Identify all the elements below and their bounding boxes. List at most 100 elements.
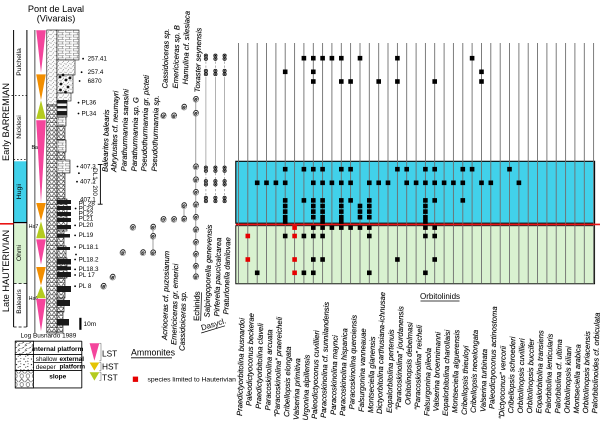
svg-text:Dictyorbitolina carthusiana-ic: Dictyorbitolina carthusiana-ichnusae xyxy=(375,292,387,414)
svg-text:Valserina primitiva: Valserina primitiva xyxy=(292,358,303,420)
svg-text:Salpingoporella genevensis: Salpingoporella genevensis xyxy=(203,224,214,317)
svg-text:407.1: 407.1 xyxy=(80,196,96,203)
svg-text:Paleodictyoconus cuvillieri: Paleodictyoconus cuvillieri xyxy=(310,330,321,419)
svg-text:257.4: 257.4 xyxy=(88,69,104,76)
svg-text:Praedictyorbitolina claveli: Praedictyorbitolina claveli xyxy=(254,323,265,409)
svg-text:Log Busnardo 1989: Log Busnardo 1989 xyxy=(21,333,77,340)
svg-text:Orbitolinids: Orbitolinids xyxy=(420,292,460,301)
svg-text:Praturlonella danilovae: Praturlonella danilovae xyxy=(221,237,232,314)
svg-text:Orbitolinopsis buccifer: Orbitolinopsis buccifer xyxy=(525,338,536,413)
svg-text:“Paracoskinolina” reicheli: “Paracoskinolina” reicheli xyxy=(413,325,424,410)
svg-text:Ohmi: Ohmi xyxy=(16,244,23,261)
svg-text:Ba1: Ba1 xyxy=(32,145,41,151)
svg-text:Abrytusites cf. neumayri: Abrytusites cf. neumayri xyxy=(109,91,120,174)
svg-text:Praedictyorbitolina busnardoi: Praedictyorbitolina busnardoi xyxy=(235,318,247,416)
svg-text:LST: LST xyxy=(102,349,117,359)
svg-text:shallow: shallow xyxy=(36,356,58,363)
svg-text:(Vivarais): (Vivarais) xyxy=(37,14,76,24)
svg-text:Ammonites: Ammonites xyxy=(131,348,176,358)
svg-text:PL20: PL20 xyxy=(79,222,94,229)
svg-text:Valserina turbinata: Valserina turbinata xyxy=(479,349,490,412)
svg-text:PL18.1: PL18.1 xyxy=(79,244,99,251)
svg-text:10m: 10m xyxy=(84,321,97,328)
svg-text:Cribellopsis neoelongata: Cribellopsis neoelongata xyxy=(469,330,480,413)
svg-text:Pirferella paucicalcarea: Pirferella paucicalcarea xyxy=(212,237,223,316)
svg-text:Paracoskinolina maynci: Paracoskinolina maynci xyxy=(329,335,340,415)
svg-text:Palorbitolina cf. ultima: Palorbitolina cf. ultima xyxy=(553,339,564,414)
svg-text:Pont de Laval: Pont de Laval xyxy=(28,4,84,14)
svg-text:Pseudothurmannia sp.: Pseudothurmannia sp. xyxy=(150,95,161,171)
svg-text:Orbitolinopsis briacensis: Orbitolinopsis briacensis xyxy=(581,331,592,414)
svg-text:Paracoskinolina hispanica: Paracoskinolina hispanica xyxy=(338,328,349,416)
svg-text:deeper: deeper xyxy=(36,364,57,371)
svg-text:internal platform: internal platform xyxy=(32,346,84,353)
svg-text:Emericiceras gr. emerici: Emericiceras gr. emerici xyxy=(169,263,180,345)
svg-text:Montseciella alguerensis: Montseciella alguerensis xyxy=(450,329,461,413)
svg-text:Orbitolinopsis kiliani: Orbitolinopsis kiliani xyxy=(563,346,574,414)
svg-text:Ha7: Ha7 xyxy=(29,224,39,230)
svg-text:PL 8: PL 8 xyxy=(79,283,92,290)
svg-text:Pulchella: Pulchella xyxy=(16,48,23,76)
svg-text:Parathurmannia sp. G: Parathurmannia sp. G xyxy=(130,97,141,172)
svg-text:Acrioceras cf. puzosianum: Acrioceras cf. puzosianum xyxy=(160,251,171,341)
svg-text:Orbitolinopsis debelmasi: Orbitolinopsis debelmasi xyxy=(403,322,414,405)
svg-text:PL19: PL19 xyxy=(79,232,94,239)
svg-text:Valserina broennimanni: Valserina broennimanni xyxy=(432,332,443,412)
svg-text:Eopalorbitolina pertenuis: Eopalorbitolina pertenuis xyxy=(385,329,396,413)
svg-text:Ha6: Ha6 xyxy=(29,296,39,302)
svg-text:Cassidoiceras sp.: Cassidoiceras sp. xyxy=(178,291,189,351)
svg-text:PL 28: PL 28 xyxy=(79,201,96,208)
svg-text:407.3: 407.3 xyxy=(80,163,96,170)
svg-text:“Paracoskinolina” jourdanensis: “Paracoskinolina” jourdanensis xyxy=(394,306,406,410)
svg-text:Early BARREMIAN: Early BARREMIAN xyxy=(1,83,11,161)
svg-text:Montseciella arabica: Montseciella arabica xyxy=(572,344,583,413)
svg-text:TST: TST xyxy=(102,372,118,382)
svg-text:external: external xyxy=(60,356,85,363)
svg-text:PL18.3: PL18.3 xyxy=(79,266,99,273)
svg-text:PL 17: PL 17 xyxy=(79,272,96,279)
svg-text:Paracoskinolina cf. sunnilande: Paracoskinolina cf. sunnilandensis xyxy=(319,302,331,418)
svg-text:Urgonina alpillensis: Urgonina alpillensis xyxy=(301,354,312,420)
svg-text:“Paracoskinolina” praereicheli: “Paracoskinolina” praereicheli xyxy=(272,317,284,418)
svg-text:Paleodictyoconus actinostoma: Paleodictyoconus actinostoma xyxy=(487,306,499,409)
svg-text:Pseudothurmannia gr. picteti: Pseudothurmannia gr. picteti xyxy=(139,75,151,172)
svg-text:Echinids: Echinids xyxy=(192,291,202,321)
svg-text:Toxaster seynensis: Toxaster seynensis xyxy=(193,27,204,92)
svg-text:Cribellopsis thieuloyi: Cribellopsis thieuloyi xyxy=(460,345,471,415)
svg-text:Hugii: Hugii xyxy=(16,183,23,199)
svg-text:Late HAUTERIVIAN: Late HAUTERIVIAN xyxy=(1,230,11,312)
svg-text:Cribellopsis elongata: Cribellopsis elongata xyxy=(282,346,293,417)
svg-text:Falsurgonina vanneauae: Falsurgonina vanneauae xyxy=(357,328,368,412)
svg-text:Paracoskinolina queroiensis: Paracoskinolina queroiensis xyxy=(347,315,358,410)
svg-text:“Dictyoconus” vercorii: “Dictyoconus” vercorii xyxy=(497,346,508,420)
svg-text:PL22: PL22 xyxy=(79,210,94,217)
svg-text:DL1 - 200: DL1 - 200 xyxy=(91,168,98,196)
svg-text:6870: 6870 xyxy=(88,78,103,85)
svg-text:PL23: PL23 xyxy=(79,205,94,212)
svg-text:Montseciella glanensis: Montseciella glanensis xyxy=(366,336,377,413)
svg-text:Balearites balearis: Balearites balearis xyxy=(101,109,112,172)
svg-text:PL21: PL21 xyxy=(79,215,94,222)
svg-text:Parathurmannia sarasini: Parathurmannia sarasini xyxy=(119,89,130,172)
svg-text:PL34: PL34 xyxy=(82,110,97,117)
svg-text:Cribellopsis schroederi: Cribellopsis schroederi xyxy=(506,336,517,413)
svg-text:platform: platform xyxy=(60,364,86,371)
svg-text:Falsurgonina pileola: Falsurgonina pileola xyxy=(422,348,433,416)
svg-text:Paracoskinolina arcuata: Paracoskinolina arcuata xyxy=(263,329,274,410)
svg-text:257.41: 257.41 xyxy=(88,56,108,63)
svg-text:Palorbitolina lenticularis: Palorbitolina lenticularis xyxy=(544,333,555,413)
svg-text:slope: slope xyxy=(49,374,66,381)
svg-text:PL36: PL36 xyxy=(82,100,97,107)
svg-text:Palorbitolinoides cf. orbicula: Palorbitolinoides cf. orbiculata xyxy=(590,312,600,413)
svg-text:Paleodictyoconus beckerae: Paleodictyoconus beckerae xyxy=(244,313,255,406)
svg-text:407.2: 407.2 xyxy=(80,179,96,186)
svg-text:Cassidoiceras sp.: Cassidoiceras sp. xyxy=(160,28,171,88)
svg-text:Nicklesi: Nicklesi xyxy=(16,115,23,139)
svg-text:Eopalorbitolina charollaisi: Eopalorbitolina charollaisi xyxy=(441,329,452,416)
svg-text:HST: HST xyxy=(102,362,119,372)
svg-text:Balearis: Balearis xyxy=(16,289,23,314)
svg-text:species limited to Hauterivian: species limited to Hauterivian xyxy=(148,377,237,384)
svg-text:PL18.2: PL18.2 xyxy=(79,256,99,263)
svg-text:Orbitolinopsis cuvillieri: Orbitolinopsis cuvillieri xyxy=(516,338,527,414)
svg-text:Emericiceras sp. B: Emericiceras sp. B xyxy=(171,25,182,89)
